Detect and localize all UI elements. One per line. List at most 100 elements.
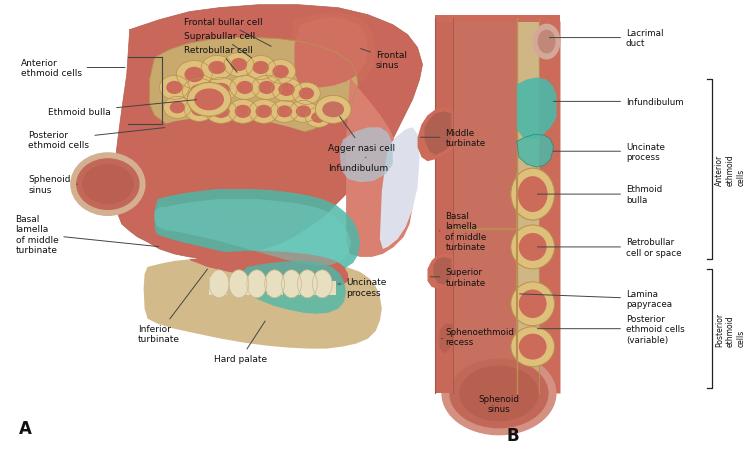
Ellipse shape	[299, 88, 314, 100]
Polygon shape	[440, 324, 453, 354]
Text: Agger nasi cell: Agger nasi cell	[328, 117, 395, 152]
Ellipse shape	[297, 270, 317, 298]
Text: Sphenoid
sinus: Sphenoid sinus	[29, 175, 78, 194]
Ellipse shape	[235, 106, 251, 119]
Ellipse shape	[265, 270, 285, 298]
Ellipse shape	[252, 62, 269, 75]
Text: Basal
lamella
of middle
turbinate: Basal lamella of middle turbinate	[440, 212, 486, 252]
Ellipse shape	[228, 100, 258, 124]
Ellipse shape	[209, 270, 229, 298]
Ellipse shape	[209, 62, 226, 75]
Text: Inferior
turbinate: Inferior turbinate	[138, 270, 208, 344]
Polygon shape	[189, 251, 348, 287]
Polygon shape	[517, 78, 556, 140]
Polygon shape	[243, 276, 261, 295]
Ellipse shape	[279, 83, 294, 97]
Polygon shape	[287, 277, 300, 295]
Ellipse shape	[252, 76, 282, 100]
Ellipse shape	[519, 234, 547, 261]
Text: Ethmoid bulla: Ethmoid bulla	[48, 101, 197, 117]
Text: Sphenoid
sinus: Sphenoid sinus	[478, 394, 520, 413]
Ellipse shape	[82, 165, 134, 205]
Polygon shape	[428, 253, 453, 289]
Ellipse shape	[272, 78, 301, 102]
Ellipse shape	[184, 98, 214, 122]
Ellipse shape	[441, 352, 556, 435]
Ellipse shape	[205, 100, 237, 124]
Ellipse shape	[459, 366, 538, 422]
Ellipse shape	[273, 66, 289, 79]
Ellipse shape	[70, 153, 145, 216]
Ellipse shape	[282, 270, 301, 298]
Ellipse shape	[229, 270, 248, 298]
Ellipse shape	[160, 76, 189, 100]
Text: Posterior
ethmoid cells: Posterior ethmoid cells	[29, 129, 165, 150]
Polygon shape	[291, 13, 376, 95]
Ellipse shape	[205, 78, 237, 102]
Ellipse shape	[182, 79, 216, 105]
Ellipse shape	[519, 290, 547, 318]
Polygon shape	[380, 128, 419, 249]
Polygon shape	[340, 128, 393, 183]
Ellipse shape	[519, 334, 547, 360]
Text: Posterior
ethmoid cells
(variable): Posterior ethmoid cells (variable)	[538, 314, 684, 344]
Polygon shape	[517, 135, 553, 168]
Ellipse shape	[316, 96, 351, 124]
Text: Uncinate
process: Uncinate process	[338, 277, 386, 297]
Text: Sphenoethmoid
recess: Sphenoethmoid recess	[441, 327, 514, 346]
Polygon shape	[435, 16, 560, 23]
Text: Posterior
ethmoid
cells: Posterior ethmoid cells	[715, 312, 745, 346]
Ellipse shape	[532, 24, 560, 60]
Text: Anterior
ethmoid
cells: Anterior ethmoid cells	[715, 154, 745, 186]
Polygon shape	[418, 108, 453, 162]
Text: Basal
lamella
of middle
turbinate: Basal lamella of middle turbinate	[16, 214, 159, 254]
Ellipse shape	[518, 177, 547, 212]
Ellipse shape	[194, 89, 224, 111]
Polygon shape	[306, 279, 319, 295]
Ellipse shape	[169, 102, 185, 114]
Ellipse shape	[511, 226, 554, 269]
Text: Infundibulum: Infundibulum	[553, 98, 684, 106]
Text: Ethmoid
bulla: Ethmoid bulla	[538, 185, 662, 204]
Ellipse shape	[176, 61, 212, 89]
Polygon shape	[453, 18, 517, 394]
Ellipse shape	[230, 59, 247, 72]
Polygon shape	[267, 277, 282, 295]
Ellipse shape	[311, 113, 325, 124]
Text: Uncinate
process: Uncinate process	[553, 142, 665, 161]
Ellipse shape	[292, 83, 320, 105]
Ellipse shape	[224, 53, 254, 77]
Polygon shape	[154, 200, 351, 266]
Text: B: B	[507, 426, 520, 444]
Ellipse shape	[266, 60, 295, 84]
Ellipse shape	[191, 104, 207, 117]
Ellipse shape	[322, 102, 344, 118]
Text: Frontal bullar cell: Frontal bullar cell	[184, 18, 271, 47]
Polygon shape	[425, 112, 451, 156]
Polygon shape	[517, 18, 538, 394]
Text: Suprabullar cell: Suprabullar cell	[184, 32, 255, 59]
Ellipse shape	[247, 270, 267, 298]
Polygon shape	[114, 6, 422, 259]
Polygon shape	[144, 258, 382, 349]
Polygon shape	[325, 281, 336, 295]
Ellipse shape	[511, 169, 554, 221]
Ellipse shape	[245, 56, 276, 80]
Ellipse shape	[76, 159, 139, 211]
Ellipse shape	[296, 106, 311, 118]
Ellipse shape	[450, 359, 549, 428]
Ellipse shape	[258, 82, 275, 95]
Polygon shape	[209, 277, 227, 295]
Polygon shape	[150, 38, 358, 140]
Text: Hard palate: Hard palate	[214, 321, 267, 364]
Ellipse shape	[270, 101, 298, 123]
Text: Retrobullar cell: Retrobullar cell	[184, 46, 253, 73]
Ellipse shape	[248, 100, 279, 124]
Ellipse shape	[289, 101, 317, 123]
Polygon shape	[434, 258, 451, 285]
Polygon shape	[435, 18, 453, 394]
Ellipse shape	[212, 106, 230, 119]
Ellipse shape	[187, 83, 231, 117]
Text: Infundibulum: Infundibulum	[328, 158, 389, 172]
Text: Lacrimal
duct: Lacrimal duct	[550, 29, 663, 48]
